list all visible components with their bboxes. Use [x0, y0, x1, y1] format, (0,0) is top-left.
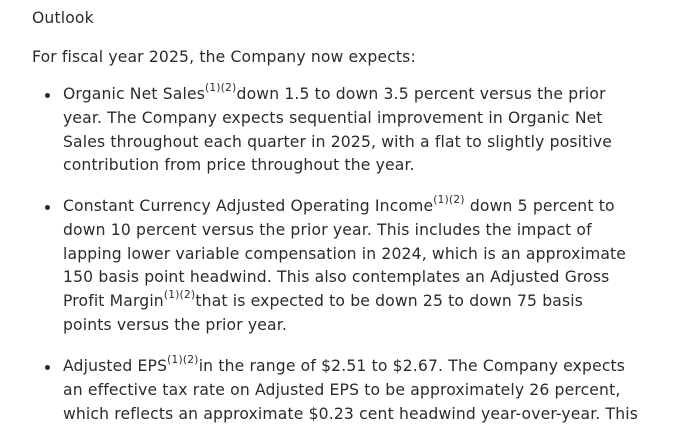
text-line: Sales throughout each quarter in 2025, w… [63, 132, 613, 151]
bullet-dot-icon [45, 93, 50, 98]
text-line: down 10 percent versus the prior year. T… [63, 220, 592, 239]
text-run: Constant Currency Adjusted Operating Inc… [63, 197, 434, 215]
bullet-text: Constant Currency Adjusted Operating Inc… [63, 195, 626, 338]
text-run: that is expected to be down 25 to down 7… [195, 292, 584, 311]
bullet-dot-icon [45, 365, 50, 370]
text-line: contribution from price throughout the y… [63, 156, 415, 175]
section-heading: Outlook [32, 9, 94, 27]
text-line: which reflects an approximate $0.23 cent… [63, 404, 639, 423]
text-line: Constant Currency Adjusted Operating Inc… [63, 195, 626, 219]
text-run: Profit Margin [63, 292, 164, 311]
text-line: Adjusted EPS(1)(2)in the range of $2.51 … [63, 355, 638, 379]
text-run: down 5 percent to [464, 197, 615, 215]
text-run: Adjusted EPS [63, 357, 168, 375]
bullet-dot-icon [45, 205, 50, 210]
text-line: Profit Margin(1)(2)that is expected to b… [63, 290, 626, 314]
text-run: Organic Net Sales [63, 85, 205, 103]
text-line: lapping lower variable compensation in 2… [63, 244, 627, 263]
text-line: year. The Company expects sequential imp… [63, 108, 603, 127]
footnote-ref: (1)(2) [205, 81, 237, 94]
text-line: points versus the prior year. [63, 315, 287, 334]
footnote-ref: (1)(2) [433, 193, 465, 206]
bullet-text: Adjusted EPS(1)(2)in the range of $2.51 … [63, 355, 638, 426]
text-run: down 1.5 to down 3.5 percent versus the … [236, 85, 606, 103]
bullet-text: Organic Net Sales(1)(2)down 1.5 to down … [63, 83, 612, 178]
text-line: 150 basis point headwind. This also cont… [63, 268, 610, 287]
text-run: in the range of $2.51 to $2.67. The Comp… [198, 357, 626, 375]
footnote-ref: (1)(2) [163, 289, 196, 301]
text-line: Organic Net Sales(1)(2)down 1.5 to down … [63, 83, 612, 107]
text-line: an effective tax rate on Adjusted EPS to… [63, 380, 621, 399]
footnote-ref: (1)(2) [167, 353, 199, 366]
intro-paragraph: For fiscal year 2025, the Company now ex… [32, 48, 416, 66]
